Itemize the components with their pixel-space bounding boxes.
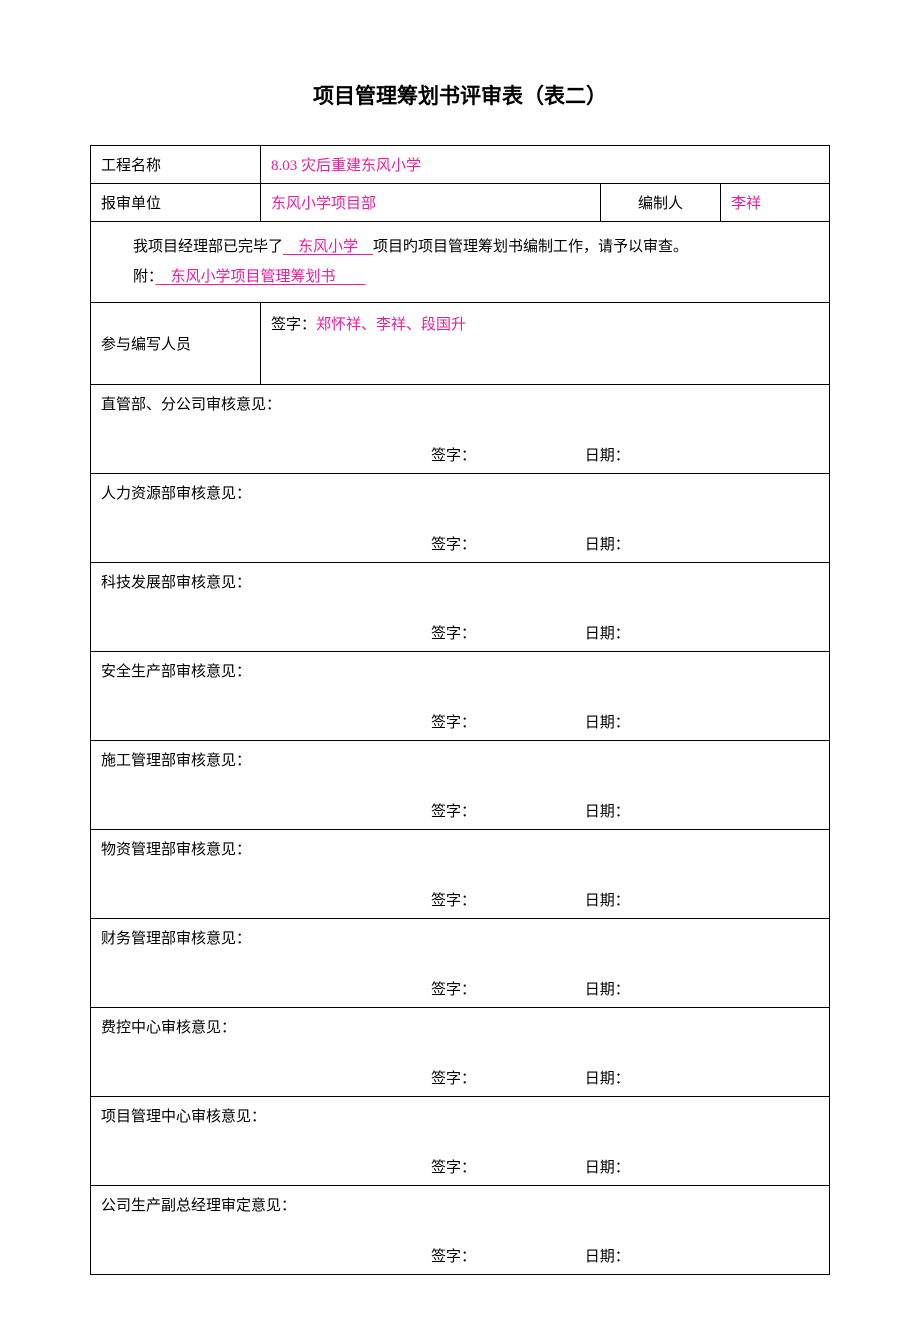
review-sigline-7: 签字： 日期：: [101, 1067, 819, 1088]
review-row-1: 人力资源部审核意见： 签字： 日期：: [91, 474, 830, 563]
intro-cell: 我项目经理部已完毕了 东风小学 项目旳项目管理筹划书编制工作，请予以审查。 附：…: [91, 222, 830, 303]
sign-label-1: 签字：: [431, 533, 581, 554]
sign-label-9: 签字：: [431, 1245, 581, 1266]
review-cell-6: 财务管理部审核意见： 签字： 日期：: [91, 919, 830, 1008]
date-label-2: 日期：: [585, 626, 630, 642]
participants-sign-prefix: 签字：: [271, 317, 316, 333]
attach-label: 附：: [133, 269, 156, 285]
submit-unit-label: 报审单位: [91, 184, 261, 222]
review-row-5: 物资管理部审核意见： 签字： 日期：: [91, 830, 830, 919]
review-form-table: 工程名称 8.03 灾后重建东风小学 报审单位 东风小学项目部 编制人 李祥 我…: [90, 145, 830, 1275]
review-title-6: 财务管理部审核意见：: [101, 927, 819, 948]
review-row-7: 费控中心审核意见： 签字： 日期：: [91, 1008, 830, 1097]
review-title-7: 费控中心审核意见：: [101, 1016, 819, 1037]
project-name-row: 工程名称 8.03 灾后重建东风小学: [91, 146, 830, 184]
page-title: 项目管理筹划书评审表（表二）: [90, 80, 830, 110]
review-row-8: 项目管理中心审核意见： 签字： 日期：: [91, 1097, 830, 1186]
sign-label-7: 签字：: [431, 1067, 581, 1088]
review-row-6: 财务管理部审核意见： 签字： 日期：: [91, 919, 830, 1008]
participants-content: 签字：郑怀祥、李祥、段国升: [261, 303, 830, 385]
review-cell-7: 费控中心审核意见： 签字： 日期：: [91, 1008, 830, 1097]
intro-row: 我项目经理部已完毕了 东风小学 项目旳项目管理筹划书编制工作，请予以审查。 附：…: [91, 222, 830, 303]
sign-label-5: 签字：: [431, 889, 581, 910]
intro-suffix: 项目旳项目管理筹划书编制工作，请予以审查。: [373, 239, 688, 255]
date-label-4: 日期：: [585, 804, 630, 820]
review-cell-0: 直管部、分公司审核意见： 签字： 日期：: [91, 385, 830, 474]
date-label-7: 日期：: [585, 1071, 630, 1087]
date-label-9: 日期：: [585, 1249, 630, 1265]
review-sigline-0: 签字： 日期：: [101, 444, 819, 465]
review-title-3: 安全生产部审核意见：: [101, 660, 819, 681]
review-sigline-2: 签字： 日期：: [101, 622, 819, 643]
date-label-0: 日期：: [585, 448, 630, 464]
intro-line2: 附： 东风小学项目管理筹划书: [103, 262, 817, 292]
submit-unit-row: 报审单位 东风小学项目部 编制人 李祥: [91, 184, 830, 222]
review-sigline-9: 签字： 日期：: [101, 1245, 819, 1266]
review-cell-3: 安全生产部审核意见： 签字： 日期：: [91, 652, 830, 741]
sign-label-2: 签字：: [431, 622, 581, 643]
review-sigline-8: 签字： 日期：: [101, 1156, 819, 1177]
review-title-1: 人力资源部审核意见：: [101, 482, 819, 503]
date-label-8: 日期：: [585, 1160, 630, 1176]
participants-names: 郑怀祥、李祥、段国升: [316, 317, 466, 333]
review-sigline-4: 签字： 日期：: [101, 800, 819, 821]
compiler-label: 编制人: [601, 184, 721, 222]
project-name-label: 工程名称: [91, 146, 261, 184]
review-cell-1: 人力资源部审核意见： 签字： 日期：: [91, 474, 830, 563]
intro-project-fill: 东风小学: [283, 239, 373, 255]
sign-label-6: 签字：: [431, 978, 581, 999]
submit-unit-value: 东风小学项目部: [261, 184, 601, 222]
review-sigline-3: 签字： 日期：: [101, 711, 819, 732]
review-cell-5: 物资管理部审核意见： 签字： 日期：: [91, 830, 830, 919]
review-row-0: 直管部、分公司审核意见： 签字： 日期：: [91, 385, 830, 474]
participants-row: 参与编写人员 签字：郑怀祥、李祥、段国升: [91, 303, 830, 385]
review-row-4: 施工管理部审核意见： 签字： 日期：: [91, 741, 830, 830]
sign-label-4: 签字：: [431, 800, 581, 821]
date-label-5: 日期：: [585, 893, 630, 909]
review-title-9: 公司生产副总经理审定意见：: [101, 1194, 819, 1215]
project-name-value: 8.03 灾后重建东风小学: [261, 146, 830, 184]
review-title-2: 科技发展部审核意见：: [101, 571, 819, 592]
review-title-0: 直管部、分公司审核意见：: [101, 393, 819, 414]
participants-label: 参与编写人员: [91, 303, 261, 385]
review-row-9: 公司生产副总经理审定意见： 签字： 日期：: [91, 1186, 830, 1275]
review-sigline-5: 签字： 日期：: [101, 889, 819, 910]
review-title-5: 物资管理部审核意见：: [101, 838, 819, 859]
sign-label-3: 签字：: [431, 711, 581, 732]
intro-line1: 我项目经理部已完毕了 东风小学 项目旳项目管理筹划书编制工作，请予以审查。: [103, 232, 817, 262]
review-sigline-1: 签字： 日期：: [101, 533, 819, 554]
date-label-3: 日期：: [585, 715, 630, 731]
review-cell-4: 施工管理部审核意见： 签字： 日期：: [91, 741, 830, 830]
sign-label-8: 签字：: [431, 1156, 581, 1177]
date-label-6: 日期：: [585, 982, 630, 998]
review-cell-9: 公司生产副总经理审定意见： 签字： 日期：: [91, 1186, 830, 1275]
compiler-value: 李祥: [721, 184, 830, 222]
sign-label-0: 签字：: [431, 444, 581, 465]
review-title-8: 项目管理中心审核意见：: [101, 1105, 819, 1126]
date-label-1: 日期：: [585, 537, 630, 553]
attach-fill: 东风小学项目管理筹划书: [156, 269, 366, 285]
review-row-2: 科技发展部审核意见： 签字： 日期：: [91, 563, 830, 652]
review-sigline-6: 签字： 日期：: [101, 978, 819, 999]
review-title-4: 施工管理部审核意见：: [101, 749, 819, 770]
review-cell-2: 科技发展部审核意见： 签字： 日期：: [91, 563, 830, 652]
review-row-3: 安全生产部审核意见： 签字： 日期：: [91, 652, 830, 741]
review-cell-8: 项目管理中心审核意见： 签字： 日期：: [91, 1097, 830, 1186]
intro-prefix: 我项目经理部已完毕了: [133, 239, 283, 255]
